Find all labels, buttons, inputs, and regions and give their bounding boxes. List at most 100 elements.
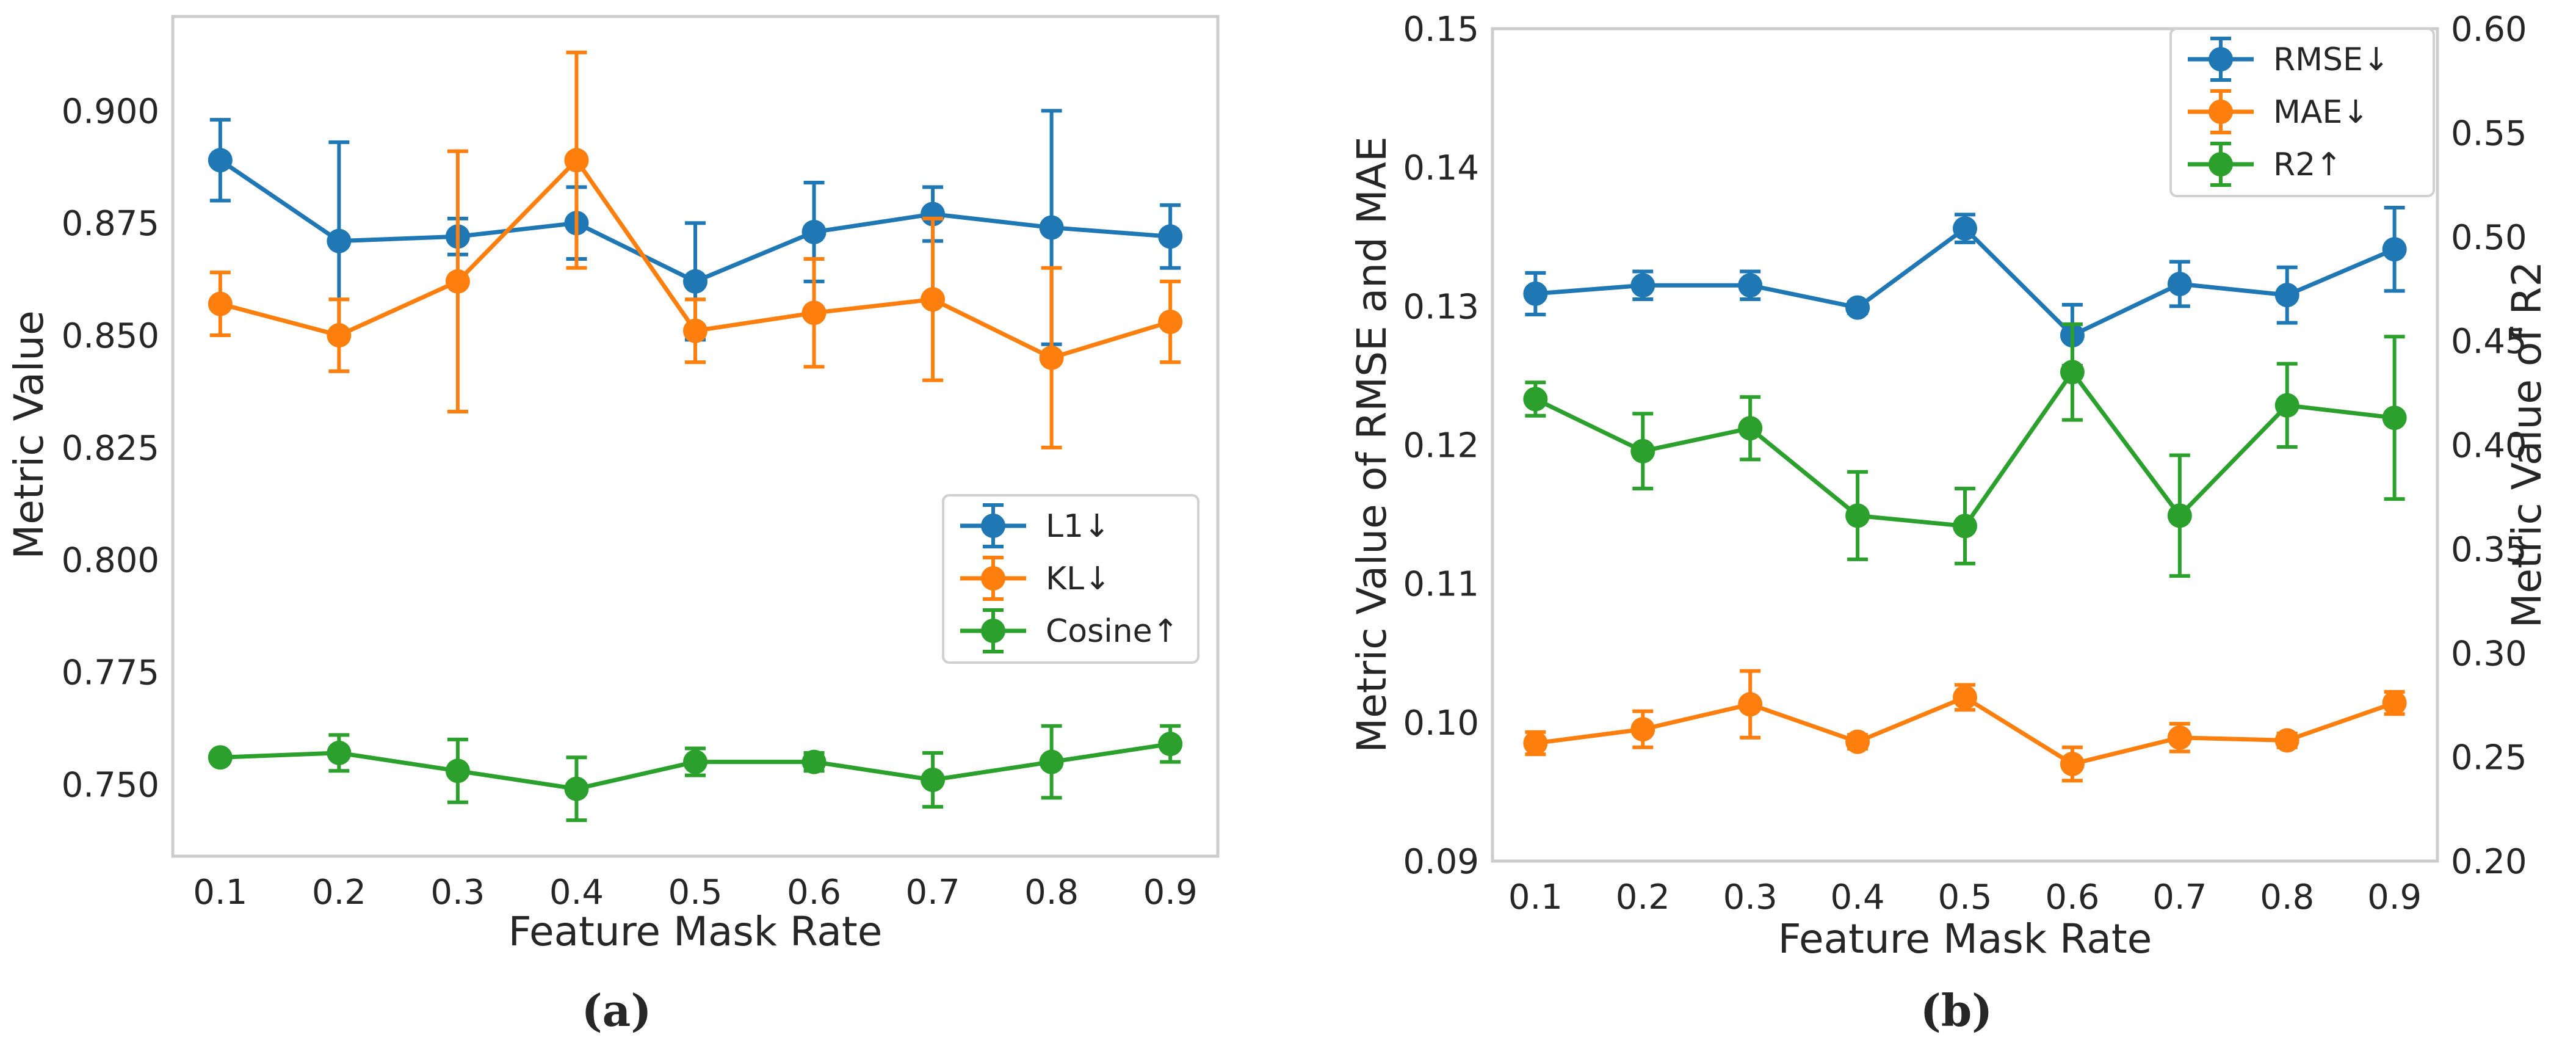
data-point [2167,503,2192,528]
legend-box [2169,27,2435,197]
y-right-tick-label: 0.50 [2451,218,2527,258]
series-r2 [1523,322,2407,578]
x-tick-label: 0.3 [430,873,485,912]
y-right-tick-label: 0.35 [2451,530,2527,570]
data-point [2274,728,2299,753]
y-tick-label: 0.10 [1403,704,1479,743]
legend: RMSE↓ MAE↓ R2↑ [2169,27,2435,197]
data-point [1845,503,1870,528]
x-tick-label: 0.3 [1723,878,1778,917]
data-point [327,740,352,765]
data-point [1523,281,1548,306]
x-tick-label: 0.2 [1616,878,1670,917]
data-point [1523,730,1548,755]
x-tick-label: 0.4 [1831,878,1885,917]
y-right-tick-label: 0.25 [2451,738,2527,778]
x-tick-label: 0.4 [549,873,604,912]
data-point [921,768,946,792]
data-point [208,745,233,770]
y-tick-label: 0.900 [62,92,159,131]
data-point [1158,732,1183,757]
series-cosine [208,724,1183,823]
data-point [1630,717,1655,742]
data-point [1039,345,1064,370]
data-point [1158,224,1183,249]
data-point [564,776,589,801]
data-point [327,228,352,253]
data-point [2060,751,2085,776]
legend-marker [981,619,1005,643]
y-tick-label: 0.11 [1403,565,1479,605]
x-tick-label: 0.9 [1143,873,1198,912]
legend-label: Cosine↑ [1046,613,1179,650]
data-point [2382,691,2407,716]
panel-b: 0.1 0.2 0.3 0.4 0.5 0.6 0.7 0.8 0.9 0.09 0.10 0.11 0… [1348,10,2550,1036]
x-tick-label: 0.8 [2260,878,2314,917]
data-point [1953,685,1977,710]
x-tick-label: 0.7 [906,873,960,912]
legend-marker [2209,100,2233,124]
y-right-tick-label: 0.30 [2451,634,2527,674]
legend-label: RMSE↓ [2273,42,2389,78]
y-right-tick-label: 0.55 [2451,114,2527,153]
data-point [683,269,707,294]
legend-marker [2209,152,2233,176]
data-point [1630,438,1655,464]
data-point [564,148,589,173]
legend-label: KL↓ [1046,561,1111,597]
legend-marker [981,514,1005,538]
data-point [445,269,470,294]
x-axis-label: Feature Mask Rate [508,908,883,955]
plot-frame [1491,27,2439,863]
data-point [445,758,470,784]
data-point [208,291,233,316]
y-axis-label-right: Metric Value of R2 [2503,261,2550,628]
y-tick-label: 0.850 [62,316,159,356]
x-tick-label: 0.1 [1508,878,1563,917]
panel-caption: (a) [582,984,652,1036]
x-tick-label: 0.6 [2045,878,2099,917]
data-point [2060,360,2085,385]
data-point [327,323,352,348]
data-point [1738,273,1763,298]
y-right-tick-label: 0.40 [2451,426,2527,466]
series-kl [208,50,1183,449]
data-point [2274,283,2299,308]
y-right-tick-label: 0.45 [2451,322,2527,362]
legend-box [942,494,1199,664]
plot-frame [171,15,1220,858]
legend-label: L1↓ [1046,508,1110,545]
legend-marker [981,566,1005,591]
data-point [1738,692,1763,717]
x-axis-label: Feature Mask Rate [1778,915,2152,962]
x-tick-label: 0.5 [668,873,722,912]
data-point [1039,749,1064,774]
y-right-tick-label: 0.20 [2451,842,2527,882]
data-point [1953,216,1977,241]
y-tick-label: 0.800 [62,541,159,581]
data-point [1953,514,1977,539]
data-point [683,318,707,343]
x-tick-label: 0.2 [312,873,366,912]
y-axis-label: Metric Value [5,310,52,559]
x-tick-label: 0.6 [787,873,841,912]
panel-caption: (b) [1920,984,1992,1036]
x-tick-label: 0.7 [2152,878,2207,917]
data-point [2382,405,2407,431]
x-tick-label: 0.8 [1024,873,1079,912]
data-point [1523,387,1548,412]
legend: L1↓ KL↓ Cosine↑ [942,494,1199,664]
y-tick-label: 0.09 [1403,842,1479,882]
y-tick-label: 0.875 [62,204,159,244]
y-right-tick-label: 0.60 [2451,10,2527,49]
y-tick-label: 0.12 [1403,426,1479,466]
data-point [801,300,827,325]
legend-label: R2↑ [2273,147,2342,183]
data-point [1158,310,1183,334]
data-point [801,219,827,244]
legend-label: MAE↓ [2273,94,2369,131]
data-point [801,749,827,774]
series-mae [1523,669,2407,783]
y-tick-label: 0.13 [1403,287,1479,327]
